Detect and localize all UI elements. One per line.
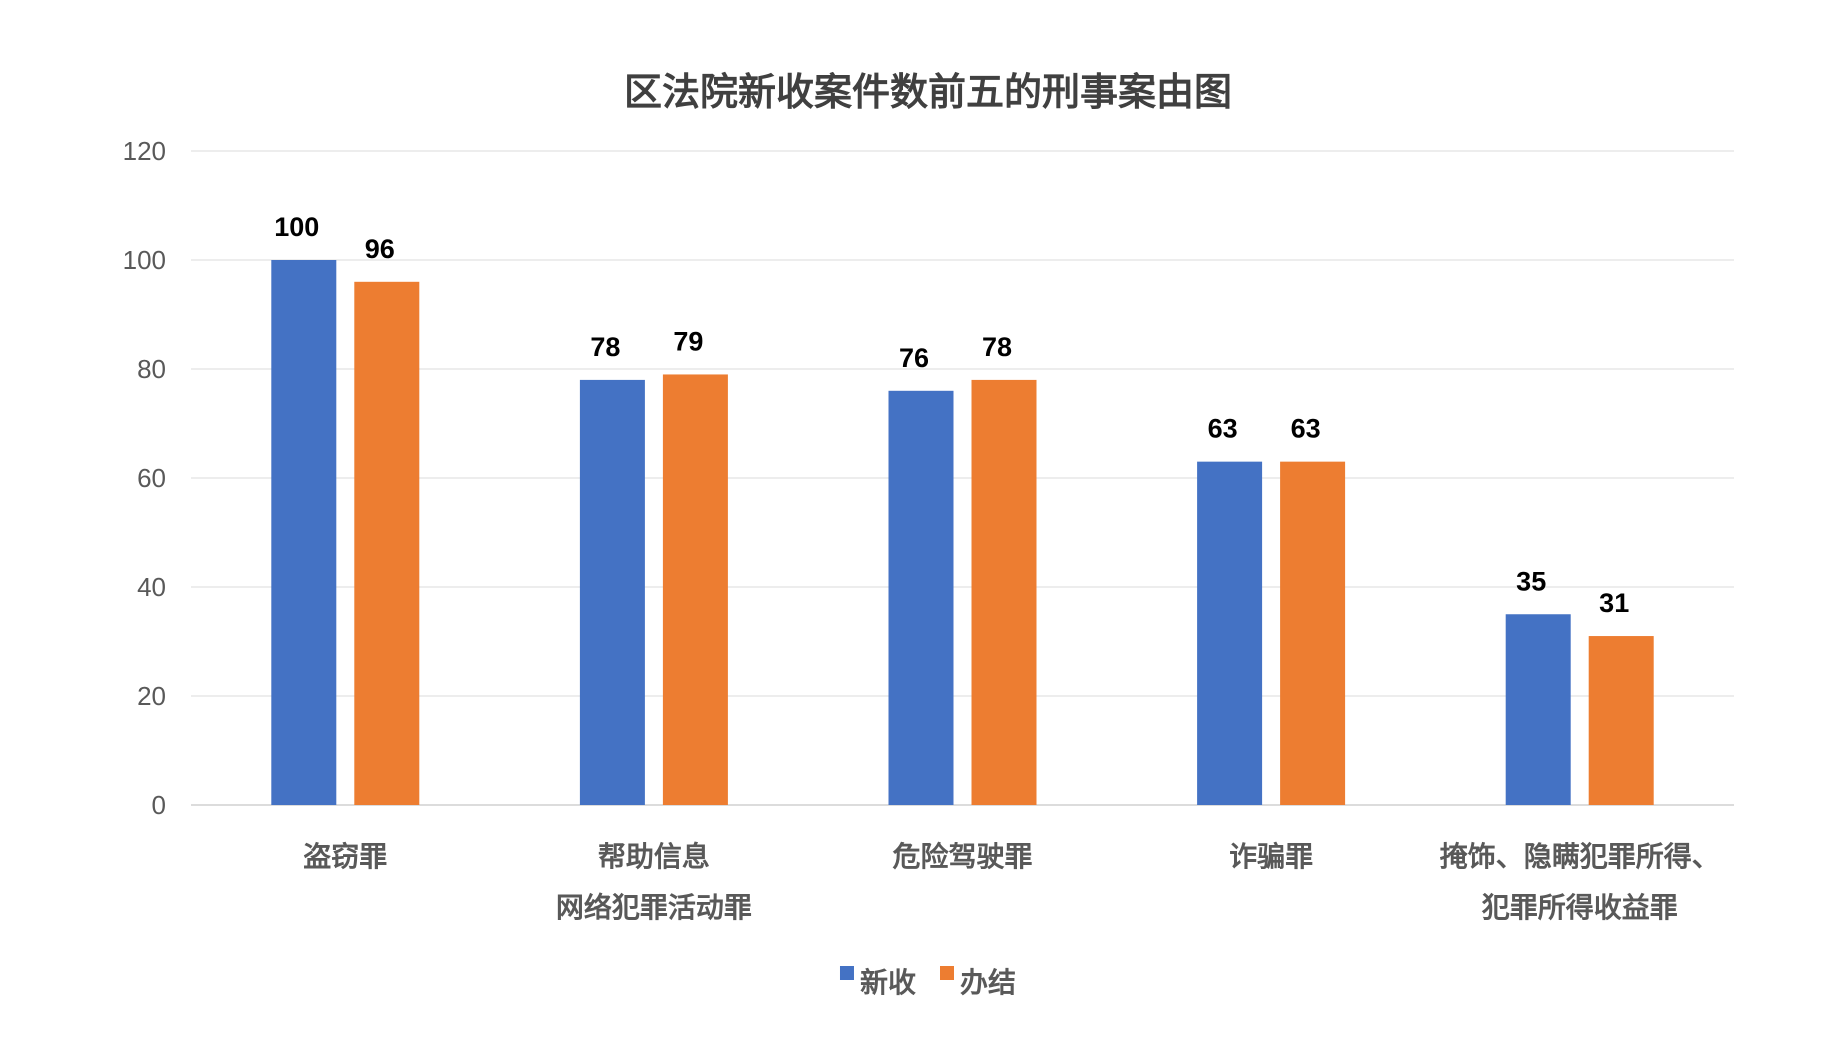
bar-xinshou	[579, 379, 645, 805]
legend: 新收 办结	[839, 966, 1016, 998]
chart-title: 区法院新收案件数前五的刑事案由图	[624, 72, 1232, 114]
bar-banjie	[354, 281, 420, 805]
category-label-line: 盗窃罪	[303, 841, 387, 872]
data-label: 31	[1599, 588, 1629, 618]
y-axis: 0 20 40 60 80 100 120	[123, 136, 166, 820]
y-tick-label: 120	[123, 136, 166, 166]
bar-xinshou	[1505, 614, 1571, 805]
category-label: 诈骗罪	[1229, 840, 1313, 872]
category-label-line: 犯罪所得收益罪	[1481, 892, 1678, 923]
data-label: 35	[1516, 566, 1546, 596]
gridlines	[191, 150, 1734, 806]
data-label: 76	[899, 343, 929, 373]
category-label-line: 掩饰、隐瞒犯罪所得、	[1440, 841, 1720, 872]
bar-xinshou	[271, 260, 337, 805]
data-label: 78	[590, 332, 620, 362]
data-label: 63	[1208, 414, 1238, 444]
bar-banjie	[971, 379, 1037, 805]
y-tick-label: 0	[152, 790, 166, 820]
bar-xinshou	[888, 390, 954, 805]
bar-banjie	[1280, 461, 1346, 805]
category-label: 危险驾驶罪	[892, 840, 1032, 872]
category-label-line: 危险驾驶罪	[892, 840, 1032, 872]
category-label-line: 帮助信息	[598, 840, 710, 872]
legend-swatch-banjie	[940, 966, 954, 980]
bars	[271, 260, 1654, 805]
data-label: 100	[274, 212, 319, 242]
y-tick-label: 100	[123, 245, 166, 275]
y-tick-label: 80	[137, 354, 166, 384]
data-label: 78	[982, 332, 1012, 362]
category-label: 帮助信息网络犯罪活动罪	[556, 840, 752, 923]
data-label: 96	[365, 234, 395, 264]
category-label-line: 网络犯罪活动罪	[556, 891, 752, 923]
legend-swatch-xinshou	[839, 966, 854, 980]
y-tick-label: 60	[137, 463, 166, 493]
bar-xinshou	[1197, 461, 1263, 805]
x-axis: 盗窃罪 帮助信息网络犯罪活动罪 危险驾驶罪 诈骗罪 掩饰、隐瞒犯罪所得、犯罪所得收益罪	[303, 840, 1719, 923]
legend-label-banjie: 办结	[960, 967, 1016, 998]
y-tick-label: 20	[137, 681, 166, 711]
bar-banjie	[1588, 636, 1654, 805]
data-label: 63	[1291, 414, 1321, 444]
legend-label-xinshou: 新收	[860, 967, 916, 998]
category-label-line: 诈骗罪	[1229, 840, 1313, 872]
bar-banjie	[662, 374, 728, 805]
category-label: 掩饰、隐瞒犯罪所得、犯罪所得收益罪	[1440, 841, 1720, 923]
y-tick-label: 40	[137, 572, 166, 602]
data-label: 79	[673, 326, 703, 356]
data-labels: 100 96 78 79 76 78 63 63 35 31	[274, 212, 1629, 618]
category-label: 盗窃罪	[303, 841, 387, 872]
